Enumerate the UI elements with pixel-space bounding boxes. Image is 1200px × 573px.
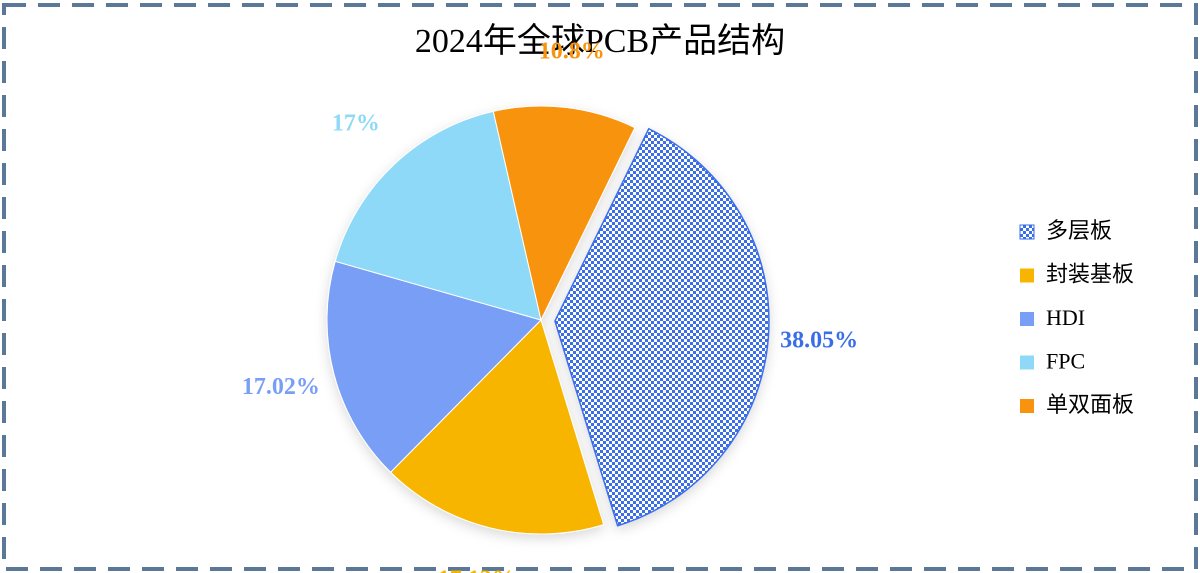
legend-swatch [1020,355,1034,370]
chart-title: 2024年全球PCB产品结构 [415,22,785,60]
legend-label: HDI [1046,305,1085,330]
data-label: 10.8% [539,38,605,64]
frame [2,3,1198,571]
legend-swatch [1019,224,1035,240]
legend-label: 多层板 [1046,218,1112,243]
pie-slice [492,105,636,322]
pie [326,105,770,535]
legend-label: FPC [1046,349,1085,374]
pie-slice [554,127,770,527]
legend-swatch [1020,399,1034,413]
legend-label: 单双面板 [1046,392,1134,417]
data-label: 17.02% [242,374,320,400]
data-label: 17.13% [438,567,516,573]
legend-label: 封装基板 [1046,262,1134,287]
pie-slice [326,260,542,473]
pie-slice [334,110,542,321]
legend-swatch [1020,312,1034,326]
pie-slice [389,319,605,535]
data-label: 17% [332,110,380,136]
data-label: 38.05% [780,327,858,353]
legend-swatch [1020,268,1034,283]
